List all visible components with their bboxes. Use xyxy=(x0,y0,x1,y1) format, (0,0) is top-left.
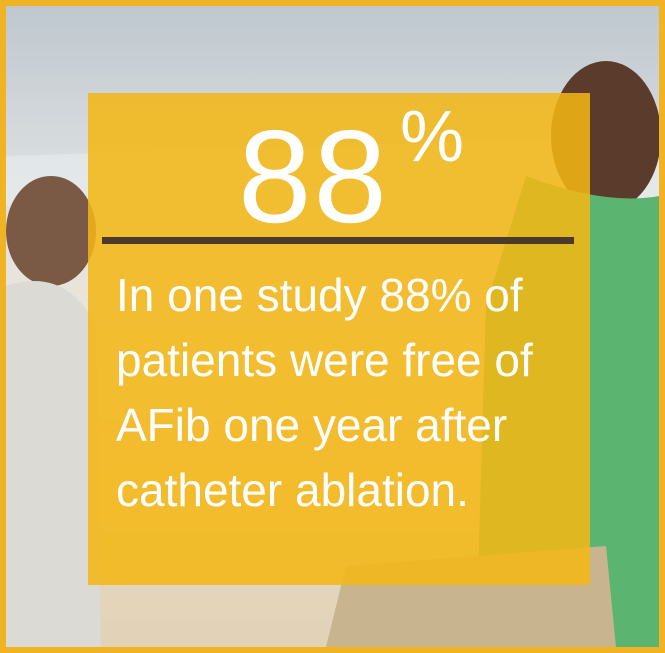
stat-unit: % xyxy=(400,101,464,173)
body-line: catheter ablation. xyxy=(116,458,586,523)
body-line: AFib one year after xyxy=(116,393,586,458)
divider xyxy=(102,237,574,244)
card: 88 % In one study 88% ofpatients were fr… xyxy=(0,0,665,653)
body-line: patients were free of xyxy=(116,328,586,393)
stat-number: 88 xyxy=(238,111,389,243)
body-line: In one study 88% of xyxy=(116,263,586,328)
